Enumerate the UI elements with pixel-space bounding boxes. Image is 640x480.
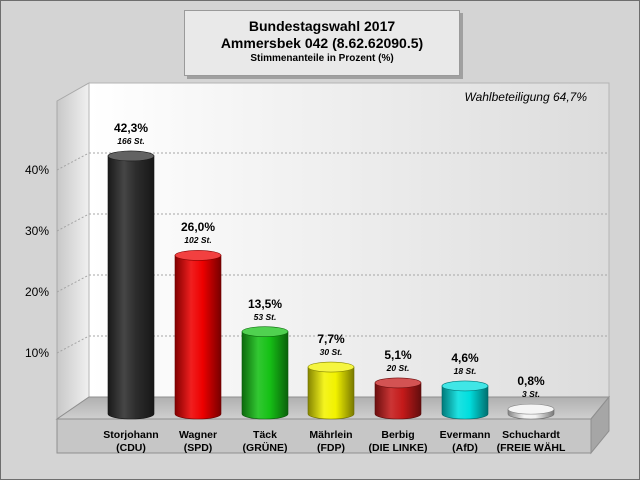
- chart-subtitle: Ammersbek 042 (8.62.62090.5): [220, 35, 424, 51]
- bar: [307, 366, 355, 420]
- bar-vote-label: 166 St.: [117, 135, 145, 146]
- y-tick-label: 40%: [24, 163, 49, 177]
- category-label: Wagner (SPD): [148, 429, 248, 455]
- party-name: (FREIE WÄHL: [496, 442, 566, 454]
- party-name: (SPD): [183, 442, 213, 454]
- bar: [107, 155, 155, 420]
- bar-vote-label: 102 St.: [184, 235, 212, 246]
- y-tick-label: 10%: [24, 346, 49, 360]
- y-tick-label: 30%: [24, 224, 49, 238]
- bar-top: [441, 380, 489, 392]
- category-label: Mährlein (FDP): [281, 429, 381, 455]
- bar-top: [374, 377, 422, 389]
- party-name: (DIE LINKE): [368, 442, 428, 454]
- candidate-name: Storjohann: [103, 429, 159, 441]
- turnout-label: Wahlbeteiligung 64,7%: [464, 90, 587, 104]
- bar-top: [107, 150, 155, 162]
- bar-value-label: 7,7%: [317, 332, 345, 347]
- bar-vote-label: 53 St.: [253, 311, 277, 322]
- candidate-name: Täck: [253, 429, 277, 441]
- party-name: (GRÜNE): [242, 442, 288, 454]
- bar-top: [307, 361, 355, 373]
- bar-value-label: 26,0%: [180, 220, 216, 235]
- bar-vote-label: 20 St.: [386, 362, 410, 373]
- category-label: Täck (GRÜNE): [215, 429, 315, 455]
- bar-vote-label: 30 St.: [319, 347, 343, 358]
- floor-side: [590, 395, 610, 455]
- bar-value-label: 4,6%: [451, 350, 479, 365]
- bar-value-label: 0,8%: [517, 374, 545, 389]
- floor-front: [56, 418, 592, 454]
- party-name: (AfD): [452, 442, 478, 454]
- bar-value-label: 42,3%: [113, 120, 149, 135]
- candidate-name: Mährlein: [309, 429, 353, 441]
- bar: [441, 385, 489, 420]
- title-box: Bundestagswahl 2017 Ammersbek 042 (8.62.…: [184, 10, 460, 76]
- bar: [241, 331, 289, 420]
- bar: [174, 255, 222, 420]
- category-label: Schuchardt (FREIE WÄHL: [481, 429, 581, 455]
- party-name: (FDP): [317, 442, 345, 454]
- bar: [374, 382, 422, 420]
- side-wall: [56, 82, 90, 420]
- category-label: Berbig (DIE LINKE): [348, 429, 448, 455]
- candidate-name: Wagner: [178, 429, 218, 441]
- bar-top: [174, 250, 222, 261]
- party-name: (CDU): [116, 442, 146, 454]
- candidate-name: Schuchardt: [502, 429, 560, 441]
- candidate-name: Evermann: [439, 429, 491, 441]
- bar-value-label: 13,5%: [247, 296, 283, 311]
- bar-vote-label: 18 St.: [453, 365, 477, 376]
- category-label: Storjohann (CDU): [81, 429, 181, 455]
- y-tick-label: 20%: [24, 285, 49, 299]
- bar-value-label: 5,1%: [384, 347, 412, 362]
- bar-vote-label: 3 St.: [522, 389, 540, 400]
- bar-top: [507, 403, 555, 415]
- candidate-name: Berbig: [381, 429, 415, 441]
- category-label: Evermann (AfD): [415, 429, 515, 455]
- bar-top: [241, 326, 289, 337]
- chart-caption: Stimmenanteile in Prozent (%): [250, 53, 394, 64]
- chart-title: Bundestagswahl 2017: [248, 18, 396, 34]
